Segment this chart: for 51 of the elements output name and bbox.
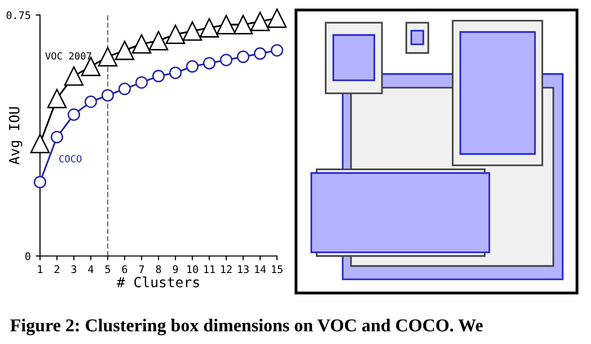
point xyxy=(148,30,168,50)
point xyxy=(152,70,165,82)
point xyxy=(169,66,182,80)
point xyxy=(68,108,80,121)
x-tick-label: 5 xyxy=(105,265,110,274)
x-tick-label: 9 xyxy=(172,265,178,274)
x-tick-label: 6 xyxy=(122,265,128,274)
point xyxy=(30,134,50,154)
point xyxy=(50,130,64,144)
x-axis-title: # Clusters xyxy=(116,276,199,288)
point xyxy=(98,47,118,66)
point xyxy=(34,176,46,188)
x-tick-label: 12 xyxy=(221,265,232,273)
point xyxy=(270,44,284,57)
point xyxy=(132,34,152,54)
point xyxy=(233,14,253,34)
point xyxy=(135,76,148,89)
x-tick-label: 8 xyxy=(156,265,161,274)
x-tick-label: 10 xyxy=(187,265,198,274)
y-axis-title: Avg IOU xyxy=(8,107,22,165)
x-tick-label: 7 xyxy=(139,265,144,273)
x-tick-label: 14 xyxy=(255,265,266,273)
x-tick-label: 1 xyxy=(38,265,42,273)
series-label: COCO xyxy=(59,155,82,162)
x-tick-label: 4 xyxy=(88,265,94,273)
point xyxy=(203,56,216,70)
point xyxy=(118,82,131,96)
y-tick-label: 0 xyxy=(25,252,30,260)
point xyxy=(254,47,266,60)
caption: Figure 2: Clustering box dimensions on VOC and COCO. We xyxy=(10,318,483,336)
point xyxy=(220,54,232,66)
y-tick-label: 0.75 xyxy=(6,11,30,20)
point xyxy=(64,66,84,86)
point xyxy=(166,24,186,44)
series-label: VOC 2007 xyxy=(45,52,92,60)
x-tick-label: 15 xyxy=(272,265,282,274)
x-tick-label: 11 xyxy=(204,265,215,273)
point xyxy=(84,96,98,108)
point xyxy=(114,40,134,60)
point xyxy=(182,21,202,41)
point xyxy=(101,89,114,102)
point xyxy=(47,88,67,108)
point xyxy=(216,14,236,34)
x-tick-label: 3 xyxy=(71,265,76,274)
point xyxy=(200,18,220,38)
point xyxy=(267,8,287,28)
point xyxy=(236,50,250,64)
x-tick-label: 13 xyxy=(238,265,249,274)
x-tick-label: 2 xyxy=(54,265,60,273)
point xyxy=(186,60,199,73)
point xyxy=(250,12,270,32)
